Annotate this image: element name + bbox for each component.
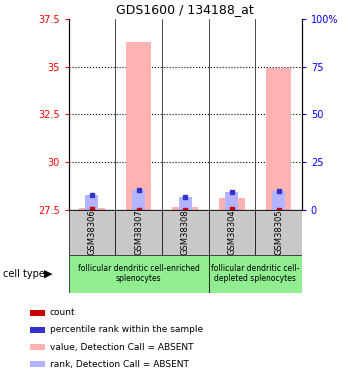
Bar	[255, 210, 302, 255]
Text: rank, Detection Call = ABSENT: rank, Detection Call = ABSENT	[50, 360, 189, 369]
Text: value, Detection Call = ABSENT: value, Detection Call = ABSENT	[50, 342, 193, 351]
Bar	[272, 191, 285, 210]
Text: count: count	[50, 308, 75, 317]
Bar	[225, 192, 238, 210]
Text: GSM38308: GSM38308	[181, 210, 190, 255]
Bar	[219, 198, 245, 210]
Bar	[69, 255, 209, 292]
Title: GDS1600 / 134188_at: GDS1600 / 134188_at	[116, 3, 254, 16]
Bar	[30, 327, 45, 333]
Bar	[69, 210, 115, 255]
Bar	[79, 208, 105, 210]
Text: GSM38307: GSM38307	[134, 210, 143, 255]
Bar	[209, 255, 302, 292]
Bar	[30, 310, 45, 316]
Bar	[30, 361, 45, 368]
Bar	[126, 42, 151, 210]
Bar	[162, 210, 209, 255]
Bar	[209, 210, 255, 255]
Bar	[85, 195, 98, 210]
Bar	[132, 190, 145, 210]
Text: GSM38304: GSM38304	[227, 210, 236, 255]
Bar	[179, 196, 192, 210]
Text: ▶: ▶	[44, 269, 52, 279]
Bar	[173, 207, 198, 210]
Text: follicular dendritic cell-enriched
splenocytes: follicular dendritic cell-enriched splen…	[78, 264, 200, 284]
Bar	[30, 344, 45, 350]
Text: follicular dendritic cell-
depleted splenocytes: follicular dendritic cell- depleted sple…	[211, 264, 299, 284]
Text: GSM38305: GSM38305	[274, 210, 283, 255]
Bar	[115, 210, 162, 255]
Text: GSM38306: GSM38306	[87, 210, 96, 255]
Text: cell type: cell type	[3, 269, 45, 279]
Bar	[266, 69, 291, 210]
Text: percentile rank within the sample: percentile rank within the sample	[50, 326, 203, 334]
